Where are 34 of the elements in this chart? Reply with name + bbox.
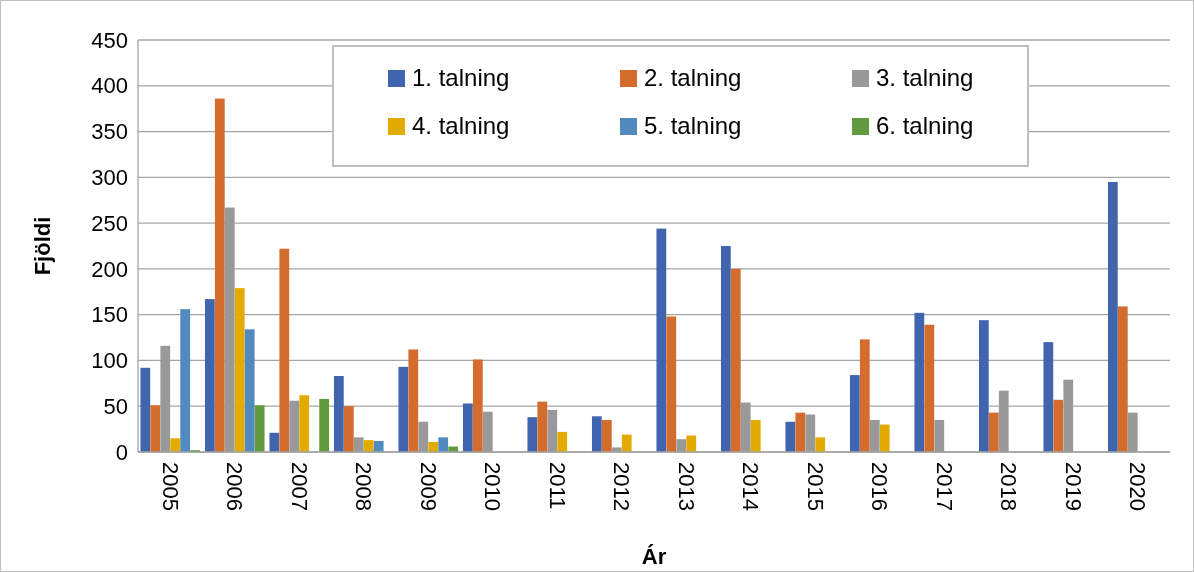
x-tick-label: 2014 — [738, 462, 764, 511]
x-tick-label: 2011 — [544, 462, 570, 510]
y-tick-label: 150 — [91, 302, 128, 328]
x-tick-label: 2009 — [415, 462, 441, 511]
legend-label: 5. talning — [644, 112, 742, 140]
x-tick-label: 2019 — [1060, 462, 1086, 511]
x-tick-label: 2006 — [222, 462, 248, 511]
x-tick-label: 2017 — [931, 462, 957, 511]
y-tick-label: 300 — [91, 165, 128, 191]
x-axis-title: Ár — [641, 544, 667, 569]
legend-label: 1. talning — [412, 64, 510, 92]
x-tick-label: 2010 — [480, 462, 506, 511]
x-tick-label: 2015 — [802, 462, 828, 511]
x-tick-label: 2013 — [673, 462, 699, 511]
x-tick-label: 2016 — [867, 462, 893, 511]
legend-label: 2. talning — [644, 64, 742, 92]
legend-label: 4. talning — [412, 112, 510, 140]
x-tick-label: 2008 — [351, 462, 377, 511]
y-tick-label: 400 — [91, 73, 128, 99]
x-tick-label: 2018 — [996, 462, 1022, 511]
y-axis-title: Fjöldi — [30, 216, 55, 276]
y-tick-label: 100 — [91, 348, 128, 374]
x-tick-label: 2007 — [286, 462, 312, 511]
y-tick-label: 350 — [91, 119, 128, 145]
y-tick-label: 0 — [115, 439, 128, 465]
legend-label: 3. talning — [876, 64, 974, 92]
y-tick-label: 200 — [91, 256, 128, 282]
x-tick-label: 2005 — [157, 462, 183, 511]
y-tick-label: 50 — [103, 393, 128, 419]
y-tick-label: 250 — [91, 210, 128, 236]
x-tick-label: 2012 — [609, 462, 635, 511]
x-tick-label: 2020 — [1125, 462, 1151, 511]
y-tick-label: 450 — [91, 27, 128, 53]
legend-label: 6. talning — [876, 112, 974, 140]
